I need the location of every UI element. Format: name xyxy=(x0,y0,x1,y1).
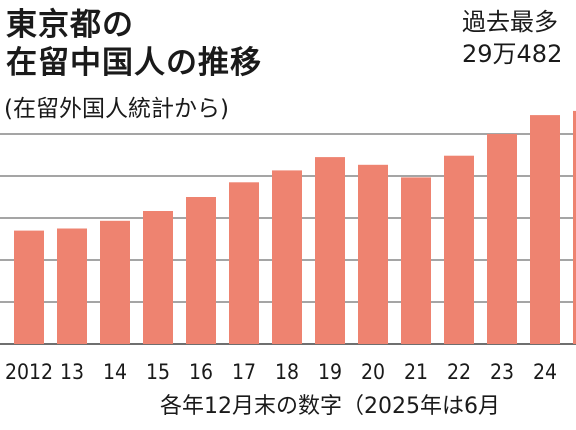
bars xyxy=(14,110,576,345)
x-tick-label: 13 xyxy=(60,360,84,384)
x-tick-label: 19 xyxy=(318,360,342,384)
bar-18 xyxy=(272,170,302,344)
chart-title: 東京都の 在留中国人の推移 xyxy=(6,6,262,82)
x-tick-label: 14 xyxy=(103,360,127,384)
bar-24 xyxy=(530,115,560,344)
x-tick-label: 16 xyxy=(189,360,213,384)
title-line-1: 東京都の xyxy=(6,7,134,43)
bar-23 xyxy=(487,134,517,344)
x-tick-label: 18 xyxy=(275,360,299,384)
x-axis-ticks: 201213141516171819202122232425 xyxy=(5,360,576,384)
bar-13 xyxy=(57,228,87,344)
bar-20 xyxy=(358,164,388,344)
bar-15 xyxy=(143,211,173,344)
x-tick-label: 22 xyxy=(447,360,471,384)
x-tick-label: 24 xyxy=(533,360,557,384)
chart-subtitle: (在留外国人統計から) xyxy=(4,96,229,122)
title-line-2: 在留中国人の推移 xyxy=(6,45,262,81)
x-tick-label: 21 xyxy=(404,360,428,384)
x-tick-label: 15 xyxy=(146,360,170,384)
bar-19 xyxy=(315,157,345,344)
bar-2012 xyxy=(14,230,44,344)
bar-21 xyxy=(401,177,431,344)
bar-16 xyxy=(186,197,216,344)
record-high-callout: 過去最多 29万482 xyxy=(462,6,562,70)
x-tick-label: 2012 xyxy=(5,360,53,384)
x-tick-label: 23 xyxy=(490,360,514,384)
bar-17 xyxy=(229,182,259,344)
chart-footnote: 各年12月末の数字（2025年は6月 xyxy=(160,394,500,419)
x-tick-label: 20 xyxy=(361,360,385,384)
bar-14 xyxy=(100,220,130,344)
callout-label: 過去最多 xyxy=(462,8,558,36)
callout-value: 29万482 xyxy=(462,40,563,68)
bar-22 xyxy=(444,155,474,344)
x-tick-label: 17 xyxy=(232,360,256,384)
bar-25 xyxy=(573,110,576,345)
